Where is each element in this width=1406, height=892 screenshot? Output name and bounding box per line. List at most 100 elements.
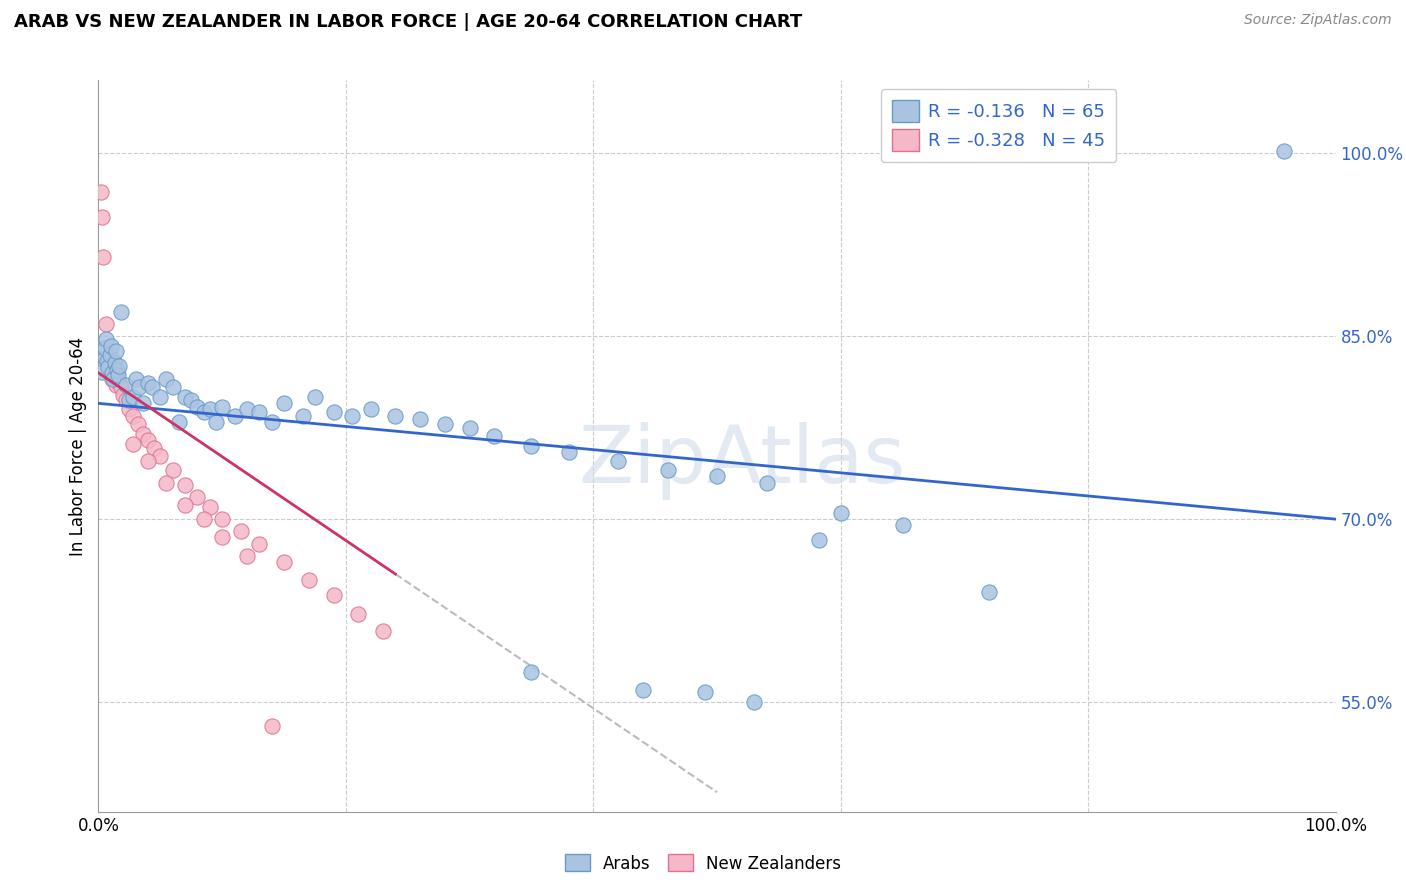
Point bbox=[97, 351, 120, 366]
Point bbox=[360, 402, 382, 417]
Point bbox=[211, 512, 233, 526]
Point bbox=[136, 376, 159, 390]
Point bbox=[247, 405, 270, 419]
Point bbox=[149, 449, 172, 463]
Point bbox=[96, 342, 118, 356]
Point bbox=[205, 415, 228, 429]
Point bbox=[104, 343, 127, 358]
Point bbox=[260, 415, 283, 429]
Point bbox=[193, 512, 215, 526]
Point bbox=[433, 417, 456, 431]
Point bbox=[96, 353, 118, 368]
Point bbox=[557, 445, 579, 459]
Point bbox=[979, 585, 1001, 599]
Point bbox=[103, 372, 125, 386]
Point bbox=[186, 400, 208, 414]
Point bbox=[103, 356, 125, 370]
Point bbox=[520, 665, 543, 679]
Point bbox=[112, 388, 135, 402]
Point bbox=[107, 372, 129, 386]
Point bbox=[108, 376, 131, 390]
Point bbox=[193, 405, 215, 419]
Point bbox=[132, 396, 155, 410]
Point bbox=[110, 380, 132, 394]
Point bbox=[211, 530, 233, 544]
Point bbox=[94, 332, 117, 346]
Point bbox=[91, 210, 114, 224]
Point bbox=[186, 490, 208, 504]
Point bbox=[149, 390, 172, 404]
Point bbox=[180, 392, 202, 407]
Point bbox=[98, 359, 121, 374]
Point bbox=[631, 682, 654, 697]
Point bbox=[103, 356, 125, 370]
Point bbox=[742, 695, 765, 709]
Point bbox=[118, 392, 141, 407]
Point bbox=[118, 402, 141, 417]
Point bbox=[155, 372, 177, 386]
Point bbox=[693, 685, 716, 699]
Point bbox=[229, 524, 252, 539]
Legend: R = -0.136   N = 65, R = -0.328   N = 45: R = -0.136 N = 65, R = -0.328 N = 45 bbox=[882, 89, 1116, 162]
Point bbox=[167, 415, 190, 429]
Text: ARAB VS NEW ZEALANDER IN LABOR FORCE | AGE 20-64 CORRELATION CHART: ARAB VS NEW ZEALANDER IN LABOR FORCE | A… bbox=[14, 13, 803, 31]
Point bbox=[304, 390, 326, 404]
Point bbox=[155, 475, 177, 490]
Point bbox=[755, 475, 778, 490]
Point bbox=[93, 250, 115, 264]
Point bbox=[101, 366, 124, 380]
Point bbox=[122, 409, 145, 423]
Point bbox=[340, 409, 363, 423]
Point bbox=[136, 433, 159, 447]
Point bbox=[198, 500, 221, 514]
Point bbox=[93, 351, 115, 366]
Point bbox=[174, 498, 197, 512]
Point bbox=[132, 426, 155, 441]
Point bbox=[224, 409, 246, 423]
Point bbox=[211, 400, 233, 414]
Point bbox=[657, 463, 679, 477]
Text: ZipAtlas: ZipAtlas bbox=[578, 422, 905, 500]
Text: Source: ZipAtlas.com: Source: ZipAtlas.com bbox=[1244, 13, 1392, 28]
Point bbox=[93, 342, 115, 356]
Point bbox=[105, 363, 128, 377]
Point bbox=[174, 390, 197, 404]
Point bbox=[98, 348, 121, 362]
Point bbox=[136, 453, 159, 467]
Point bbox=[273, 555, 295, 569]
Point bbox=[807, 533, 830, 547]
Point bbox=[520, 439, 543, 453]
Point bbox=[458, 421, 481, 435]
Legend: Arabs, New Zealanders: Arabs, New Zealanders bbox=[558, 847, 848, 880]
Point bbox=[236, 402, 259, 417]
Point bbox=[141, 380, 163, 394]
Point bbox=[114, 378, 136, 392]
Point bbox=[107, 368, 129, 383]
Point bbox=[409, 412, 432, 426]
Point bbox=[322, 405, 344, 419]
Point bbox=[103, 368, 125, 383]
Point bbox=[371, 624, 394, 639]
Point bbox=[97, 359, 120, 374]
Point bbox=[128, 380, 150, 394]
Point bbox=[122, 390, 145, 404]
Point bbox=[484, 429, 506, 443]
Point bbox=[127, 417, 149, 431]
Point bbox=[162, 463, 184, 477]
Point bbox=[110, 305, 132, 319]
Point bbox=[298, 573, 321, 587]
Point bbox=[236, 549, 259, 563]
Y-axis label: In Labor Force | Age 20-64: In Labor Force | Age 20-64 bbox=[69, 336, 87, 556]
Point bbox=[94, 317, 117, 331]
Point bbox=[322, 588, 344, 602]
Point bbox=[273, 396, 295, 410]
Point bbox=[108, 359, 131, 373]
Point bbox=[91, 365, 114, 379]
Point bbox=[384, 409, 406, 423]
Point bbox=[607, 453, 630, 467]
Point bbox=[174, 478, 197, 492]
Point bbox=[143, 442, 166, 456]
Point bbox=[105, 366, 128, 380]
Point bbox=[706, 469, 728, 483]
Point bbox=[260, 719, 283, 733]
